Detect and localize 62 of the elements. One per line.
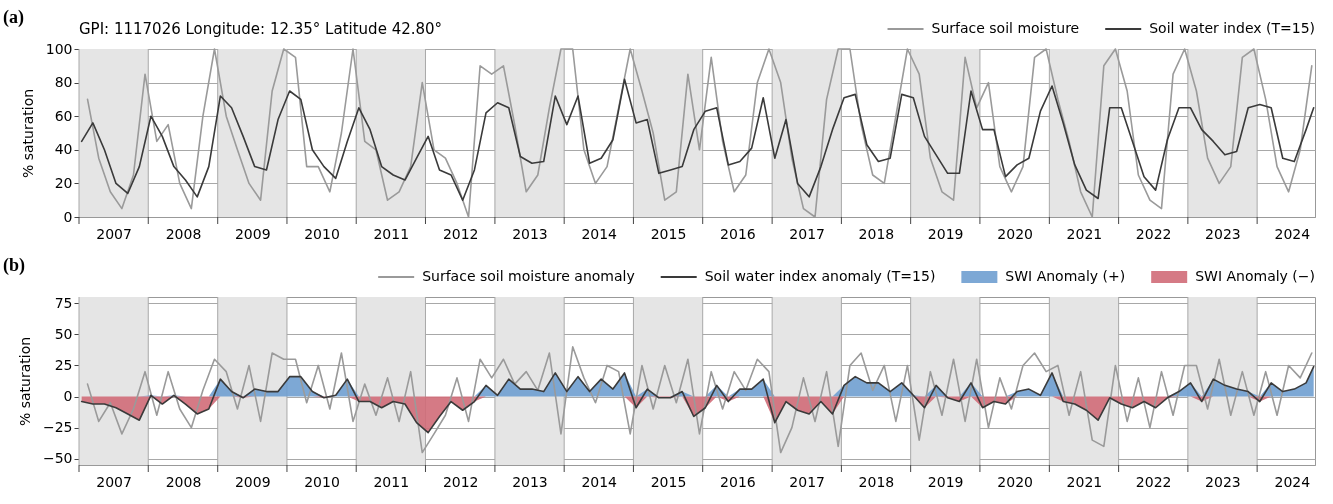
line-series bbox=[86, 345, 1313, 454]
x-tick-label: 2007 bbox=[96, 473, 132, 490]
x-tick-label: 2021 bbox=[1066, 225, 1103, 242]
x-tick-label: 2015 bbox=[650, 225, 687, 242]
x-tick-label: 2014 bbox=[581, 473, 618, 490]
x-tick-label: 2009 bbox=[234, 473, 271, 490]
y-tick-label: 20 bbox=[54, 174, 73, 191]
y-tick-label: 60 bbox=[54, 107, 73, 124]
x-tick-label: 2017 bbox=[789, 225, 825, 242]
y-tick-label: 25 bbox=[54, 356, 73, 373]
x-tick-label: 2020 bbox=[997, 473, 1033, 490]
x-tick-label: 2008 bbox=[165, 225, 202, 242]
x-tick-label: 2017 bbox=[789, 473, 825, 490]
x-tick-label: 2008 bbox=[165, 473, 202, 490]
x-tick-label: 2015 bbox=[650, 473, 687, 490]
x-tick-label: 2022 bbox=[1135, 225, 1172, 242]
x-tick-label: 2018 bbox=[858, 473, 895, 490]
x-tick-label: 2007 bbox=[96, 225, 132, 242]
x-tick-label: 2024 bbox=[1274, 225, 1311, 242]
y-tick-label: 40 bbox=[54, 141, 73, 158]
x-tick-label: 2024 bbox=[1274, 473, 1311, 490]
y-axis-title: % saturation bbox=[19, 88, 36, 179]
x-tick-label: 2012 bbox=[442, 473, 479, 490]
y-tick-label: 50 bbox=[54, 325, 73, 342]
x-tick-label: 2020 bbox=[997, 225, 1033, 242]
legend-label: Soil water index anomaly (T=15) bbox=[704, 268, 936, 284]
x-tick-label: 2023 bbox=[1205, 473, 1241, 490]
x-tick-label: 2013 bbox=[512, 473, 548, 490]
x-tick-label: 2019 bbox=[927, 473, 964, 490]
x-tick-label: 2021 bbox=[1066, 473, 1103, 490]
text: (a) bbox=[3, 7, 24, 28]
chart-title: GPI: 1117026 Longitude: 12.35° Latitude 42.80° bbox=[79, 20, 443, 38]
x-tick-label: 2009 bbox=[234, 225, 271, 242]
y-axis-title: % saturation bbox=[16, 336, 33, 427]
y-tick-label: 100 bbox=[45, 40, 73, 57]
line-series bbox=[80, 78, 1315, 201]
x-tick-label: 2011 bbox=[373, 225, 410, 242]
y-tick-label: 0 bbox=[63, 388, 73, 405]
x-tick-label: 2019 bbox=[927, 225, 964, 242]
text: (b) bbox=[3, 255, 25, 276]
y-tick-label: −50 bbox=[42, 450, 73, 467]
legend-label: Soil water index (T=15) bbox=[1149, 20, 1315, 36]
line-series bbox=[80, 365, 1315, 434]
x-tick-label: 2010 bbox=[304, 225, 340, 242]
x-tick-label: 2013 bbox=[512, 225, 548, 242]
x-tick-label: 2010 bbox=[304, 473, 340, 490]
x-tick-label: 2012 bbox=[442, 225, 479, 242]
x-tick-label: 2016 bbox=[720, 225, 756, 242]
y-tick-label: −25 bbox=[42, 419, 73, 436]
legend-label: SWI Anomaly (+) bbox=[1005, 268, 1126, 284]
y-tick-label: 80 bbox=[54, 74, 73, 91]
x-tick-label: 2022 bbox=[1135, 473, 1172, 490]
x-tick-label: 2011 bbox=[373, 473, 410, 490]
y-tick-label: 75 bbox=[54, 294, 73, 311]
x-tick-label: 2016 bbox=[720, 473, 756, 490]
y-tick-label: 0 bbox=[63, 208, 73, 225]
x-tick-label: 2023 bbox=[1205, 225, 1241, 242]
legend-label: SWI Anomaly (−) bbox=[1195, 268, 1316, 284]
legend-label: Surface soil moisture bbox=[931, 20, 1080, 36]
x-tick-label: 2018 bbox=[858, 225, 895, 242]
x-tick-label: 2014 bbox=[581, 225, 618, 242]
legend-label: Surface soil moisture anomaly bbox=[422, 268, 635, 284]
